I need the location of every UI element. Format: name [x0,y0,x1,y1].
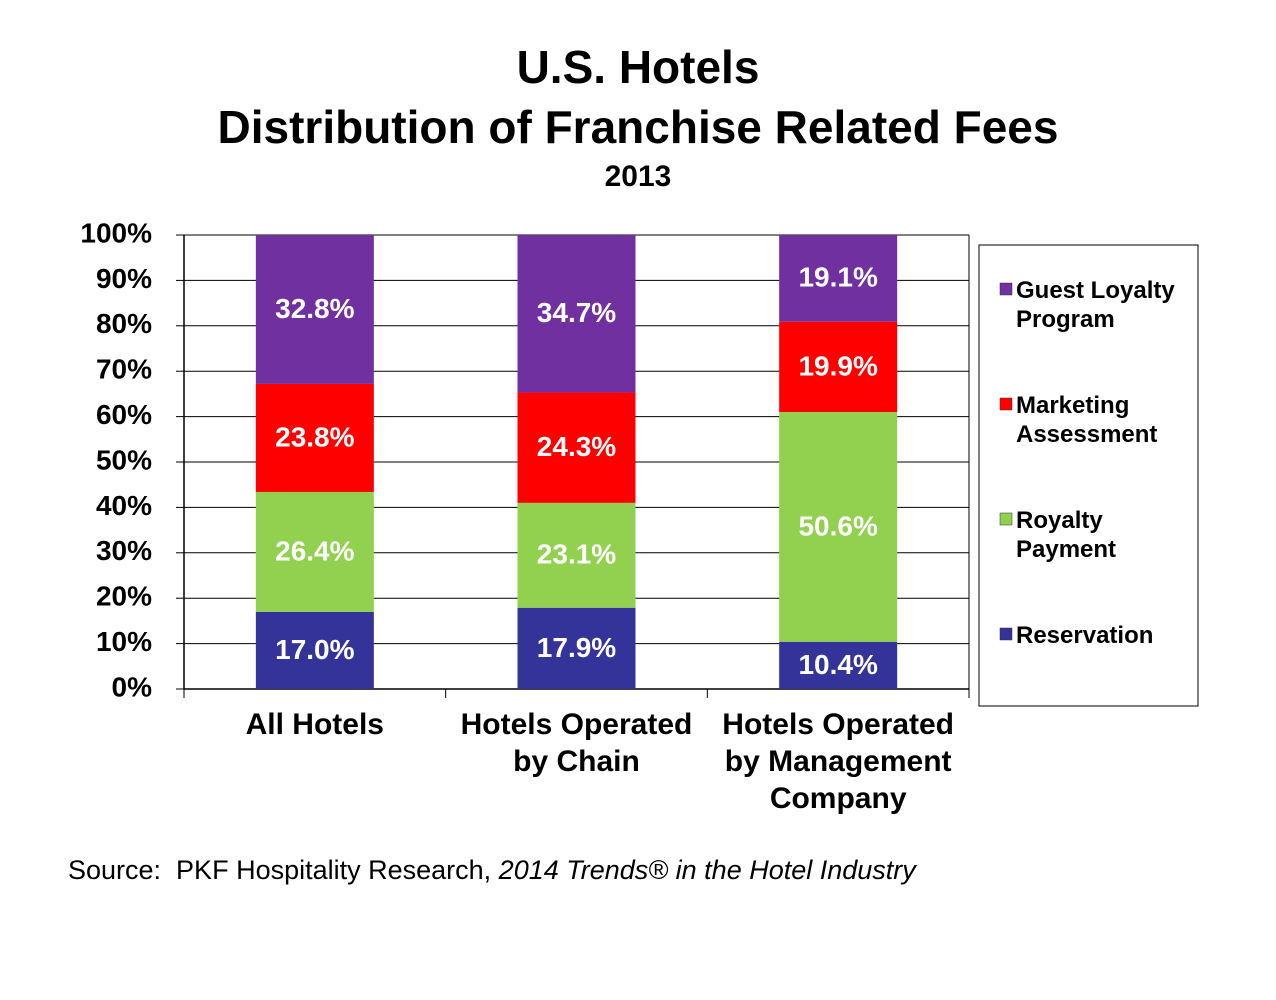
legend-label: Royalty Payment [1016,507,1117,563]
y-tick-label: 60% [96,399,152,430]
y-tick-label: 100% [80,217,152,248]
data-label: 19.1% [798,262,877,293]
legend-box [978,244,1199,707]
x-tick-label: Hotels Operated by Chain [460,708,693,778]
legend-swatch [999,282,1013,296]
y-tick-label: 70% [96,354,152,385]
y-tick-label: 80% [96,308,152,339]
y-tick-label: 40% [96,490,152,521]
legend-label: Guest Loyalty Program [1016,277,1175,333]
data-label: 19.9% [798,350,877,381]
legend-label: Marketing Assessment [1016,392,1158,448]
y-tick-label: 30% [96,535,152,566]
y-tick-label: 0% [112,671,153,702]
bar-segment [517,502,636,608]
data-label: 34.7% [537,297,616,328]
x-tick-label: Hotels Operated by Management Company [722,708,955,815]
bar-segment [779,321,898,413]
y-tick-label: 10% [96,626,152,657]
data-label: 24.3% [537,431,616,462]
x-tick-label: All Hotels [245,708,384,741]
legend-swatch [999,627,1013,641]
bar-segment [517,235,636,393]
data-label: 17.9% [537,632,616,663]
source-note: Source: PKF Hospitality Research, 2014 T… [68,855,916,886]
legend-swatch [999,397,1013,411]
bar-segment [779,412,898,642]
y-tick-label: 90% [96,263,152,294]
y-tick-label: 50% [96,444,152,475]
bar-segment [255,235,374,384]
legend-swatch [999,512,1013,526]
chart-subtitle: Distribution of Franchise Related Fees [217,101,1059,153]
chart-title: U.S. Hotels [516,41,760,93]
year-label: 2013 [604,160,672,193]
data-label: 32.8% [275,293,354,324]
source-title: 2014 Trends® in the Hotel Industry [498,855,916,885]
y-tick-label: 20% [96,581,152,612]
bar-segment [517,392,636,503]
legend-label: Reservation [1016,622,1154,649]
data-label: 23.8% [275,421,354,452]
bar-segment [779,641,898,689]
data-label: 10.4% [798,649,877,680]
data-label: 23.1% [537,539,616,570]
bar-segment [255,491,374,612]
bar-segment [517,607,636,689]
source-text: Source: PKF Hospitality Research, [68,855,499,885]
bar-segment [779,235,898,322]
bar-segment [255,383,374,492]
data-label: 50.6% [798,510,877,541]
bar-segment [255,611,374,689]
data-label: 26.4% [275,535,354,566]
data-label: 17.0% [275,634,354,665]
